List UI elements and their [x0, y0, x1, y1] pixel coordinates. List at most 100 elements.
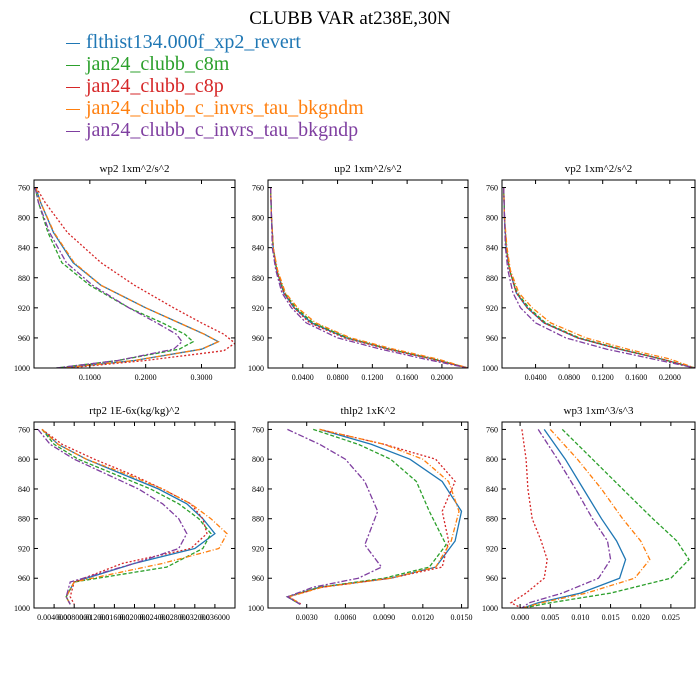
x-tick-label: 0.0800 — [558, 373, 580, 382]
series-line — [34, 187, 195, 368]
y-tick-label: 1000 — [248, 364, 264, 373]
panel-frame — [501, 421, 696, 609]
y-tick-label: 760 — [486, 184, 498, 193]
legend-label: jan24_clubb_c_invrs_tau_bkgndm — [86, 97, 364, 119]
series-line — [286, 428, 460, 605]
y-tick-label: 920 — [18, 304, 30, 313]
legend-swatch — [66, 108, 80, 110]
y-tick-label: 800 — [18, 214, 30, 223]
x-tick-label: 0.032000 — [180, 613, 210, 622]
series-line — [41, 428, 228, 605]
y-tick-label: 960 — [252, 574, 264, 583]
y-tick-label: 760 — [18, 425, 30, 434]
y-tick-label: 760 — [252, 425, 264, 434]
legend-swatch — [66, 86, 80, 88]
panel-frame — [501, 179, 696, 369]
y-tick-label: 840 — [252, 244, 264, 253]
x-tick-label: 0.000 — [511, 613, 529, 622]
series-line — [269, 187, 468, 368]
series-line — [522, 428, 690, 608]
series-line — [37, 428, 188, 605]
series-line — [41, 428, 208, 605]
panel-4: thlp2 1xK^2 760 800 840 880 920 960 1000 0.0030 0… — [248, 405, 473, 622]
y-tick-label: 800 — [486, 455, 498, 464]
series-line — [522, 428, 651, 608]
panel-title: thlp2 1xK^2 — [341, 405, 396, 417]
series-line — [269, 187, 468, 368]
legend-swatch — [66, 42, 80, 44]
panel-0: wp2 1xm^2/s^2 760 800 840 880 920 960 1000 0.100… — [14, 163, 236, 382]
y-tick-label: 880 — [486, 515, 498, 524]
y-tick-label: 760 — [252, 184, 264, 193]
y-tick-label: 960 — [252, 334, 264, 343]
x-tick-label: 0.0400 — [292, 373, 314, 382]
x-tick-label: 0.0150 — [451, 613, 473, 622]
y-tick-label: 1000 — [248, 604, 264, 613]
y-tick-label: 840 — [486, 485, 498, 494]
x-tick-label: 0.0030 — [296, 613, 318, 622]
series-line — [35, 187, 235, 368]
series-line — [269, 187, 468, 368]
x-tick-label: 0.016000 — [99, 613, 129, 622]
legend-label: jan24_clubb_c8m — [86, 53, 230, 75]
legend-swatch — [66, 64, 80, 66]
panel-title: wp3 1xm^3/s^3 — [564, 405, 634, 417]
x-tick-label: 0.012000 — [79, 613, 109, 622]
y-tick-label: 840 — [252, 485, 264, 494]
y-tick-label: 880 — [18, 515, 30, 524]
series-line — [41, 428, 212, 605]
series-line — [509, 429, 548, 608]
y-tick-label: 920 — [486, 544, 498, 553]
x-tick-label: 0.025 — [662, 613, 680, 622]
x-tick-label: 0.0040000 — [37, 613, 71, 622]
panel-title: wp2 1xm^2/s^2 — [100, 163, 170, 175]
series-line — [521, 429, 612, 608]
y-tick-label: 1000 — [482, 604, 498, 613]
x-tick-label: 0.2000 — [659, 373, 681, 382]
series-line — [269, 187, 468, 368]
y-tick-label: 1000 — [14, 604, 30, 613]
series-line — [285, 428, 383, 605]
legend-item: flthist134.000f_xp2_revert — [66, 31, 364, 53]
panel-3: rtp2 1E-6x(kg/kg)^2 760 800 840 880 920 960 100… — [14, 405, 236, 622]
y-tick-label: 880 — [252, 274, 264, 283]
panel-title: rtp2 1E-6x(kg/kg)^2 — [89, 405, 179, 417]
legend-item: jan24_clubb_c_invrs_tau_bkgndm — [66, 97, 364, 119]
y-tick-label: 760 — [18, 184, 30, 193]
legend-label: jan24_clubb_c8p — [86, 75, 224, 97]
y-tick-label: 920 — [252, 544, 264, 553]
x-tick-label: 0.024000 — [140, 613, 170, 622]
y-tick-label: 960 — [18, 334, 30, 343]
x-tick-label: 0.1600 — [625, 373, 647, 382]
panel-5: wp3 1xm^3/s^3 760 800 840 880 920 960 1000 0.000… — [482, 405, 696, 622]
panel-frame — [267, 421, 469, 609]
panel-frame — [267, 179, 469, 369]
series-line — [34, 187, 183, 368]
y-tick-label: 880 — [486, 274, 498, 283]
legend-label: flthist134.000f_xp2_revert — [86, 31, 301, 53]
series-line — [269, 187, 468, 368]
x-tick-label: 0.0090 — [373, 613, 395, 622]
x-tick-label: 0.1200 — [592, 373, 614, 382]
series-line — [503, 187, 695, 368]
panel-1: up2 1xm^2/s^2 760 800 840 880 920 960 1000 0.040… — [248, 163, 469, 382]
x-tick-label: 0.3000 — [191, 373, 213, 382]
y-tick-label: 880 — [18, 274, 30, 283]
legend-swatch — [66, 130, 80, 132]
y-tick-label: 800 — [18, 455, 30, 464]
y-tick-label: 800 — [252, 214, 264, 223]
legend-item: jan24_clubb_c8p — [66, 75, 364, 97]
legend-item: jan24_clubb_c_invrs_tau_bkgndp — [66, 119, 364, 141]
x-tick-label: 0.2000 — [431, 373, 453, 382]
x-tick-label: 0.2000 — [135, 373, 157, 382]
y-tick-label: 800 — [252, 455, 264, 464]
x-tick-label: 0.1200 — [361, 373, 383, 382]
x-tick-label: 0.0120 — [412, 613, 434, 622]
series-line — [503, 187, 695, 368]
x-tick-label: 0.015 — [602, 613, 620, 622]
y-tick-label: 960 — [486, 334, 498, 343]
series-line — [286, 428, 456, 605]
y-tick-label: 760 — [486, 425, 498, 434]
y-tick-label: 840 — [486, 244, 498, 253]
